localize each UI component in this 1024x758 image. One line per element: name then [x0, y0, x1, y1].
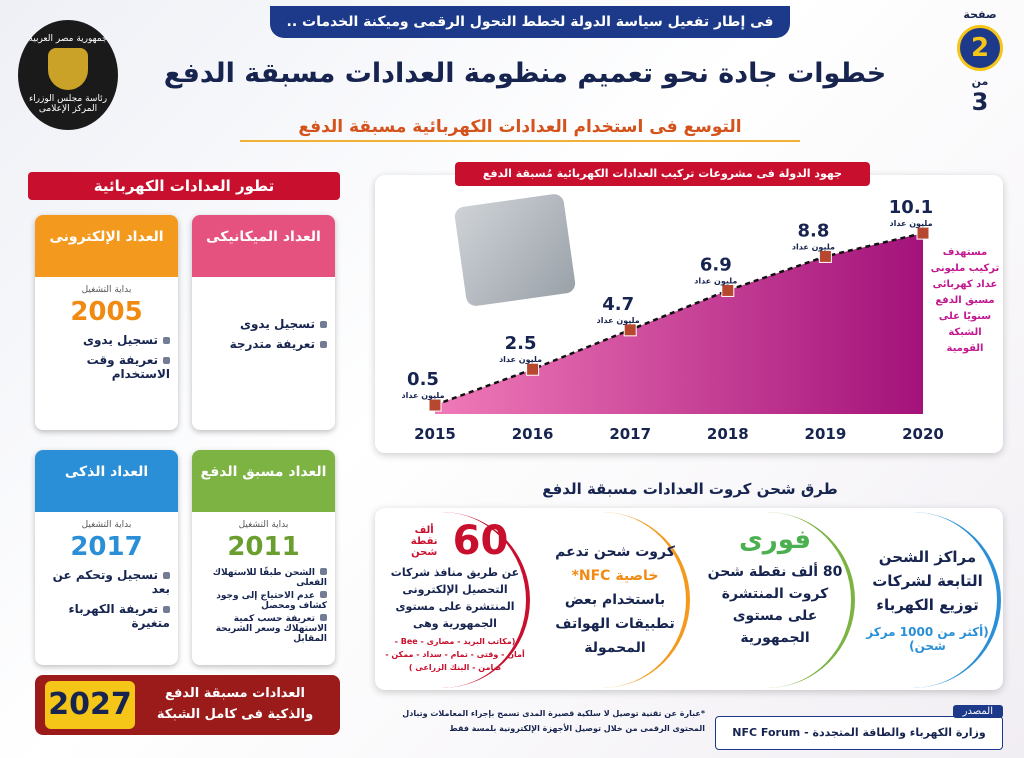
- marker: [916, 226, 930, 240]
- meter-card: العداد الإلكترونى بداية التشغيل 2005 تسج…: [35, 215, 178, 430]
- method-list: (مكاتب البريد - مصارى - Bee - أمان - وقت…: [385, 637, 525, 672]
- page-of-label: من: [971, 75, 989, 88]
- start-label: بداية التشغيل: [238, 520, 289, 530]
- arc: [855, 512, 1001, 688]
- value-label: 0.5: [407, 369, 439, 390]
- feature: تسجيل يدوى: [200, 317, 327, 331]
- arc: [378, 512, 530, 688]
- card-title: العداد الميكانيكى: [192, 215, 335, 277]
- unit-label: مليون عداد: [401, 391, 444, 400]
- x-tick-label: 2019: [805, 425, 847, 443]
- x-tick-label: 2017: [609, 425, 651, 443]
- method: مراكز الشحن التابعة لشركات توزيع الكهربا…: [865, 545, 990, 653]
- arc: [690, 512, 855, 688]
- value-label: 2.5: [505, 333, 537, 354]
- x-tick-label: 2020: [902, 425, 944, 443]
- source-box: المصدر وزارة الكهرباء والطاقة المتجددة -…: [715, 705, 1003, 750]
- method: 60 ألف نقطة شحن عن طريق منافذ شركات التح…: [385, 518, 525, 674]
- marker: [623, 323, 637, 337]
- logo-text: رئاسة مجلس الوزراء: [28, 94, 108, 104]
- chart-note: مستهدف تركيب مليونى عداد كهربائى مسبق ال…: [930, 247, 1000, 354]
- value-label: 10.1: [889, 197, 933, 218]
- source-text: وزارة الكهرباء والطاقة المتجددة - NFC Fo…: [732, 726, 986, 739]
- meter-card: العداد مسبق الدفع بداية التشغيل 2011 الش…: [192, 450, 335, 665]
- card-title: العداد مسبق الدفع: [192, 450, 335, 512]
- page-total: 3: [971, 88, 989, 116]
- card-title: العداد الإلكترونى: [35, 215, 178, 277]
- method: فورى 80 ألف نقطة شحن كروت المنتشرة على م…: [705, 525, 845, 649]
- subtitle: التوسع فى استخدام العدادات الكهربائية مس…: [240, 112, 800, 142]
- logo-emblem: [48, 48, 88, 90]
- feature: تعريفة وقت الاستخدام: [43, 353, 170, 381]
- feature: عدم الاحتياج إلى وجود كشاف ومحصل: [200, 591, 327, 611]
- chart-title: جهود الدولة فى مشروعات تركيب العدادات ال…: [455, 162, 870, 186]
- x-tick-label: 2015: [414, 425, 456, 443]
- method-note: (أكثر من 1000 مركز شحن): [866, 625, 989, 653]
- unit-label: مليون عداد: [499, 355, 542, 364]
- start-year: 2005: [70, 297, 143, 327]
- feature: تسجيل وتحكم عن بعد: [43, 568, 170, 596]
- marker: [818, 249, 832, 263]
- start-label: بداية التشغيل: [81, 285, 132, 295]
- value-label: 8.8: [797, 220, 829, 241]
- method-title: فورى: [738, 525, 812, 555]
- source-label: المصدر: [952, 705, 1003, 718]
- feature: تعريفة متدرجة: [200, 337, 327, 351]
- card-title: العداد الذكى: [35, 450, 178, 512]
- logo-text: المركز الإعلامى: [38, 104, 98, 114]
- x-tick-label: 2018: [707, 425, 749, 443]
- method-highlight: خاصية NFC*: [571, 568, 659, 584]
- start-year: 2011: [227, 532, 300, 562]
- feature: الشحن طبقًا للاستهلاك الفعلى: [200, 568, 327, 588]
- arc: [530, 512, 690, 688]
- meter-card: العداد الميكانيكى تسجيل يدوى تعريفة متدر…: [192, 215, 335, 430]
- feature: تعريفة حسب كمية الاستهلاك وسعر الشريحة ا…: [200, 614, 327, 644]
- main-title: خطوات جادة نحو تعميم منظومة العدادات مسب…: [163, 58, 887, 89]
- footnote: *عبارة عن تقنية توصيل لا سلكية قصيرة الم…: [402, 709, 705, 733]
- meter-card: العداد الذكى بداية التشغيل 2017 تسجيل وت…: [35, 450, 178, 665]
- method-text: مراكز الشحن التابعة لشركات توزيع الكهربا…: [872, 548, 983, 614]
- logo: جمهورية مصر العربية رئاسة مجلس الوزراء ا…: [18, 20, 118, 130]
- future-year: 2027: [45, 681, 135, 729]
- start-year: 2017: [70, 532, 143, 562]
- value-label: 4.7: [602, 294, 634, 315]
- method: كروت شحن تدعم خاصية NFC* باستخدام بعض تط…: [545, 540, 685, 660]
- value-label: 6.9: [700, 254, 732, 275]
- method-unit: ألف نقطة شحن: [410, 524, 438, 558]
- start-label: بداية التشغيل: [81, 520, 132, 530]
- unit-label: مليون عداد: [792, 242, 835, 251]
- line: [434, 231, 924, 407]
- method-number: 60: [452, 518, 509, 564]
- banner: فى إطار تفعيل سياسة الدولة لخطط التحول ا…: [270, 6, 790, 38]
- future-text: العدادات مسبقة الدفع والذكية فى كامل الش…: [156, 686, 314, 722]
- unit-label: مليون عداد: [597, 316, 640, 325]
- logo-text: جمهورية مصر العربية: [28, 34, 108, 44]
- method-text: 80 ألف نقطة شحن كروت المنتشرة على مستوى …: [707, 564, 843, 646]
- unit-label: مليون عداد: [889, 219, 932, 228]
- marker: [721, 283, 735, 297]
- marker: [428, 398, 442, 412]
- feature: تعريفة الكهرباء متغيرة: [43, 602, 170, 630]
- feature: تسجيل يدوى: [43, 333, 170, 347]
- method-text: باستخدام بعض تطبيقات الهواتف المحمولة: [555, 592, 675, 656]
- area: [435, 233, 923, 414]
- unit-label: مليون عداد: [694, 276, 737, 285]
- section-title: تطور العدادات الكهربائية: [28, 172, 340, 200]
- page-indicator: صفحة 2 من 3: [950, 8, 1010, 138]
- method-text: كروت شحن تدعم: [555, 544, 675, 560]
- future-box: العدادات مسبقة الدفع والذكية فى كامل الش…: [35, 675, 340, 735]
- method-text: عن طريق منافذ شركات التحصيل الإلكترونى ا…: [390, 566, 520, 630]
- page-number: 2: [957, 25, 1003, 71]
- page-label: صفحة: [963, 8, 997, 21]
- section-title: طرق شحن كروت العدادات مسبقة الدفع: [542, 480, 838, 498]
- x-tick-label: 2016: [512, 425, 554, 443]
- marker: [526, 362, 540, 376]
